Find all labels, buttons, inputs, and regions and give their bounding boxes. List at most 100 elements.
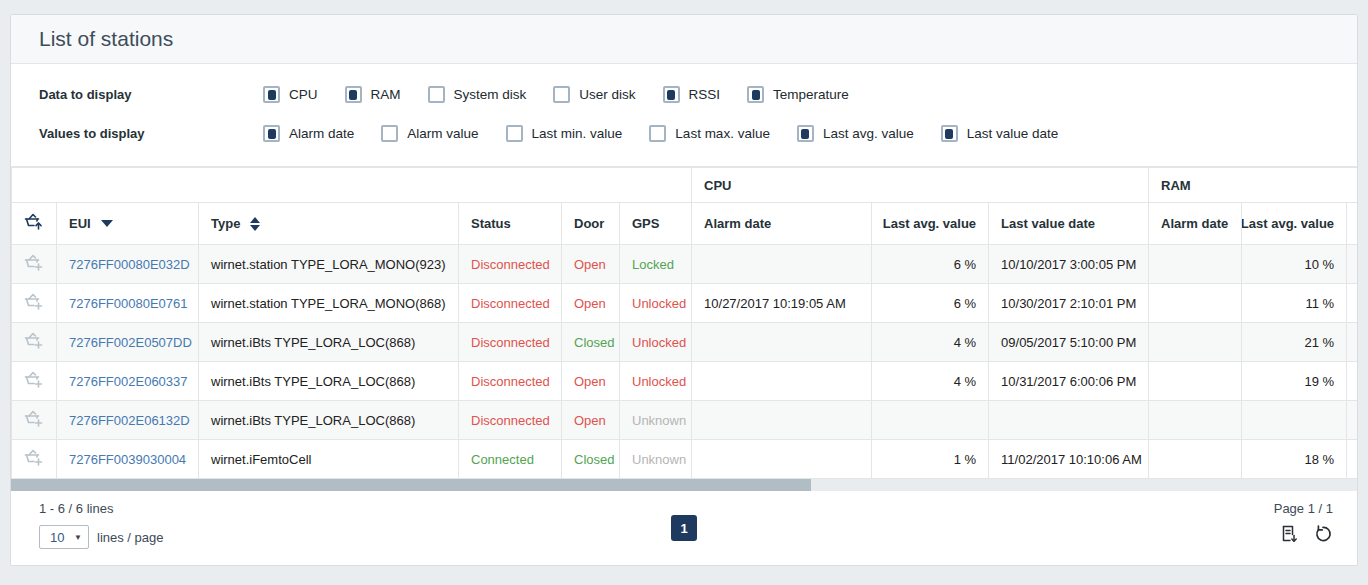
ram-sliver-cell — [1347, 284, 1357, 323]
station-table-body: 7276FF00080E032Dwirnet.station TYPE_LORA… — [12, 245, 1358, 479]
checkbox-box[interactable] — [506, 125, 523, 142]
door-cell: Open — [562, 401, 620, 440]
checkbox-box[interactable] — [941, 125, 958, 142]
cpu-avg-cell: 4 % — [872, 323, 989, 362]
add-to-basket-icon[interactable] — [22, 290, 46, 314]
eui-cell: 7276FF002E0507DD — [57, 323, 199, 362]
checkbox-label: Alarm value — [407, 126, 478, 141]
eui-link[interactable]: 7276FF002E06132D — [69, 413, 190, 428]
eui-link[interactable]: 7276FF0039030004 — [69, 452, 186, 467]
horizontal-scrollbar-thumb[interactable] — [11, 479, 811, 491]
column-header-status: Status — [459, 203, 562, 245]
cpu-alarm-cell — [692, 440, 872, 479]
add-to-basket-icon[interactable] — [22, 368, 46, 392]
status-cell: Connected — [459, 440, 562, 479]
checkbox-box[interactable] — [649, 125, 666, 142]
column-header-alarm-date: Alarm date — [1149, 203, 1242, 245]
checkbox-label: RSSI — [689, 87, 721, 102]
checkbox-box[interactable] — [381, 125, 398, 142]
gps-cell: Unlocked — [620, 323, 692, 362]
checkbox-box[interactable] — [553, 86, 570, 103]
checkbox-box[interactable] — [747, 86, 764, 103]
checkbox-last-avg-value[interactable]: Last avg. value — [797, 125, 914, 142]
data-to-display-row: Data to display CPURAMSystem diskUser di… — [39, 86, 1329, 103]
door-cell: Open — [562, 362, 620, 401]
basket-upload-icon[interactable] — [22, 210, 46, 234]
cpu-alarm-cell — [692, 245, 872, 284]
checkbox-label: Last max. value — [675, 126, 770, 141]
footer-left: 1 - 6 / 6 lines 10 ▼ lines / page — [29, 501, 164, 549]
ram-avg-cell — [1242, 401, 1347, 440]
door-cell: Open — [562, 245, 620, 284]
checkbox-box[interactable] — [263, 86, 280, 103]
ram-sliver-cell — [1347, 401, 1357, 440]
horizontal-scrollbar[interactable] — [11, 479, 1357, 491]
checkbox-last-min-value[interactable]: Last min. value — [506, 125, 623, 142]
status-cell: Disconnected — [459, 284, 562, 323]
column-header-label: Status — [471, 216, 511, 231]
checkbox-box[interactable] — [663, 86, 680, 103]
column-header-alarm-date: Alarm date — [692, 203, 872, 245]
table-row: 7276FF002E06132Dwirnet.iBts TYPE_LORA_LO… — [12, 401, 1358, 440]
column-header-label: Door — [574, 216, 604, 231]
column-header-label: Alarm date — [1161, 216, 1228, 231]
page-1-button[interactable]: 1 — [671, 515, 697, 541]
eui-cell: 7276FF0039030004 — [57, 440, 199, 479]
basket-cell — [12, 362, 57, 401]
column-header-label: Last value date — [1001, 216, 1095, 231]
eui-link[interactable]: 7276FF002E060337 — [69, 374, 188, 389]
checkbox-system-disk[interactable]: System disk — [428, 86, 527, 103]
add-to-basket-icon[interactable] — [22, 251, 46, 275]
lines-per-page-label: lines / page — [97, 530, 164, 545]
checkbox-box[interactable] — [345, 86, 362, 103]
checkbox-box[interactable] — [797, 125, 814, 142]
eui-link[interactable]: 7276FF00080E032D — [69, 257, 190, 272]
ram-avg-cell: 19 % — [1242, 362, 1347, 401]
column-header-label: GPS — [632, 216, 659, 231]
column-header-basket[interactable] — [12, 203, 57, 245]
checkbox-box[interactable] — [428, 86, 445, 103]
table-footer: 1 - 6 / 6 lines 10 ▼ lines / page 1 Page… — [11, 491, 1357, 565]
group-header-ram: RAM — [1149, 168, 1357, 203]
table-row: 7276FF0039030004wirnet.iFemtoCellConnect… — [12, 440, 1358, 479]
checkbox-alarm-value[interactable]: Alarm value — [381, 125, 478, 142]
checkbox-ram[interactable]: RAM — [345, 86, 401, 103]
cpu-alarm-cell — [692, 323, 872, 362]
checkbox-label: Last min. value — [532, 126, 623, 141]
checkbox-alarm-date[interactable]: Alarm date — [263, 125, 354, 142]
eui-link[interactable]: 7276FF00080E0761 — [69, 296, 188, 311]
add-to-basket-icon[interactable] — [22, 407, 46, 431]
column-header-row: EUITypeStatusDoorGPSAlarm dateLast avg. … — [12, 203, 1358, 245]
lines-per-page-select[interactable]: 10 ▼ — [39, 525, 89, 549]
sort-desc-icon[interactable] — [101, 220, 113, 227]
add-to-basket-icon[interactable] — [22, 329, 46, 353]
gps-cell: Unknown — [620, 401, 692, 440]
checkbox-cpu[interactable]: CPU — [263, 86, 318, 103]
export-icon[interactable] — [1279, 524, 1299, 544]
data-to-display-options: CPU RAM System disk User disk RSSI Temperatur… — [263, 86, 849, 103]
eui-link[interactable]: 7276FF002E0507DD — [69, 335, 192, 350]
column-header-type[interactable]: Type — [199, 203, 459, 245]
ram-alarm-cell — [1149, 284, 1242, 323]
stations-table: CPURAM EUITypeStatusDoorGPSAlarm dateLas… — [11, 167, 1357, 479]
refresh-icon[interactable] — [1313, 524, 1333, 544]
cpu-avg-cell: 1 % — [872, 440, 989, 479]
checkbox-temperature[interactable]: Temperature — [747, 86, 849, 103]
type-cell: wirnet.iBts TYPE_LORA_LOC(868) — [199, 323, 459, 362]
checkbox-user-disk[interactable]: User disk — [553, 86, 635, 103]
checkbox-last-max-value[interactable]: Last max. value — [649, 125, 770, 142]
cpu-avg-cell: 4 % — [872, 362, 989, 401]
column-header-eui[interactable]: EUI — [57, 203, 199, 245]
checkbox-box[interactable] — [263, 125, 280, 142]
sort-both-icon[interactable] — [250, 217, 260, 231]
checkbox-rssi[interactable]: RSSI — [663, 86, 721, 103]
ram-sliver-cell — [1347, 440, 1357, 479]
values-to-display-row: Values to display Alarm date Alarm value L… — [39, 125, 1329, 142]
checkbox-last-value-date[interactable]: Last value date — [941, 125, 1059, 142]
checkbox-label: Last value date — [967, 126, 1059, 141]
footer-right: Page 1 / 1 — [1274, 501, 1339, 544]
add-to-basket-icon[interactable] — [22, 446, 46, 470]
ram-avg-cell: 18 % — [1242, 440, 1347, 479]
ram-sliver-cell — [1347, 323, 1357, 362]
values-to-display-label: Values to display — [39, 126, 263, 141]
